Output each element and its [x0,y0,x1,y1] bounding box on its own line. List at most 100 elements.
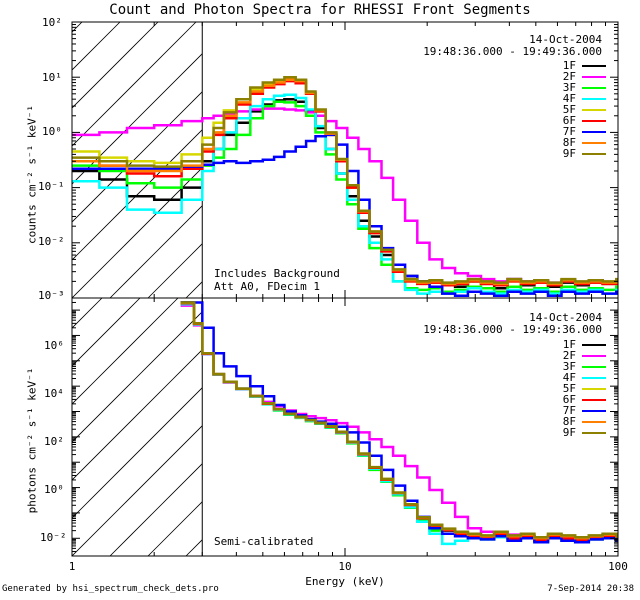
bottom-legend-entry: 3F [546,361,606,372]
top-y-tick-1e2: 10² [42,16,62,29]
bottom-hatch-line [109,463,203,556]
bottom-hatch-line [604,298,640,556]
bottom-y-axis-label: photons cm⁻² s⁻¹ keV⁻¹ [25,367,39,514]
bottom-hatch-line [72,425,203,556]
bottom-legend-swatch [582,421,606,423]
bottom-series-9F [180,301,618,539]
top-legend-swatch [582,120,606,122]
top-legend-label: 7F [562,125,576,138]
bottom-annotations: Semi-calibrated [214,535,313,548]
bottom-legend-label: 8F [562,415,576,428]
top-time-range: 19:48:36.000 - 19:49:36.000 [423,45,602,58]
bottom-legend-entry: 2F [546,350,606,361]
top-series-4F [72,93,618,295]
top-legend-label: 8F [562,136,576,149]
top-legend: 1F 2F 3F 4F 5F 6F 7F 8F 9F [546,60,606,159]
bottom-y-tick-1e0: 10⁰ [44,483,64,496]
bottom-legend-label: 4F [562,371,576,384]
top-hatch-line [262,22,538,298]
top-legend-entry: 1F [546,60,606,71]
top-panel-header: 14-Oct-2004 19:48:36.000 - 19:49:36.000 [423,34,602,58]
top-legend-label: 4F [562,92,576,105]
top-legend-entry: 7F [546,126,606,137]
bottom-legend-entry: 1F [546,339,606,350]
top-y-tick-1e-1: 10⁻¹ [38,180,65,193]
bottom-legend-label: 7F [562,404,576,417]
top-legend-entry: 9F [546,148,606,159]
top-legend-entry: 5F [546,104,606,115]
bottom-legend-swatch [582,432,606,434]
bottom-legend-label: 6F [562,393,576,406]
top-hatch-line [72,22,197,147]
bottom-legend-entry: 6F [546,394,606,405]
bottom-date: 14-Oct-2004 [529,311,602,324]
bottom-legend-entry: 4F [546,372,606,383]
top-series-7F [72,133,618,297]
top-legend-entry: 8F [546,137,606,148]
bottom-hatch-line [72,298,141,367]
top-y-tick-1e-2: 10⁻² [38,235,65,248]
top-hatch-line [72,129,203,261]
top-hatch-line [72,91,203,223]
top-hatch-line [72,53,203,185]
top-legend-swatch [582,153,606,155]
bottom-hatch-line [72,311,203,443]
footer-generator: Generated by hsi_spectrum_check_dets.pro [2,584,219,594]
bottom-series-7F [180,301,618,544]
bottom-legend-swatch [582,366,606,368]
bottom-legend-swatch [582,355,606,357]
bottom-legend: 1F 2F 3F 4F 5F 6F 7F 8F 9F [546,339,606,438]
bottom-hatch-line [0,298,26,556]
top-legend-label: 5F [562,103,576,116]
bottom-y-tick-1e-2: 10⁻² [40,531,67,544]
bottom-legend-entry: 7F [546,405,606,416]
top-legend-swatch [582,98,606,100]
bottom-y-tick-1e4: 10⁴ [44,387,64,400]
bottom-legend-label: 9F [562,426,576,439]
x-tick-label-1: 1 [68,560,76,573]
top-hatch-line [0,22,6,298]
top-y-tick-1e-3: 10⁻³ [38,289,65,302]
bottom-legend-label: 1F [562,338,576,351]
top-annotations: Includes Background Att A0, FDecim 1 [214,267,340,293]
top-legend-entry: 2F [546,71,606,82]
bottom-legend-label: 2F [562,349,576,362]
top-legend-entry: 3F [546,82,606,93]
bottom-legend-label: 5F [562,382,576,395]
bottom-hatch-line [185,539,203,556]
top-legend-label: 3F [562,81,576,94]
bottom-hatch-group [0,298,640,556]
top-hatch-line [604,22,640,298]
top-hatch-line [109,205,203,298]
top-series-9F [72,75,618,284]
top-legend-swatch [582,76,606,78]
top-legend-swatch [582,109,606,111]
bottom-hatch-line [414,298,640,556]
top-legend-entry: 6F [546,115,606,126]
bottom-legend-swatch [582,410,606,412]
bottom-hatch-line [147,501,203,556]
x-axis-label: Energy (keV) [305,575,385,588]
top-series-8F [72,78,618,286]
top-hatch-line [72,22,83,33]
top-legend-label: 2F [562,70,576,83]
bottom-hatch-line [72,298,179,405]
top-legend-label: 6F [562,114,576,127]
top-legend-label: 9F [562,147,576,160]
annotation-semi-calibrated: Semi-calibrated [214,535,314,548]
x-tick-label-10: 10 [338,560,352,573]
bottom-legend-entry: 9F [546,427,606,438]
bottom-time-range: 19:48:36.000 - 19:49:36.000 [423,323,602,336]
top-legend-swatch [582,131,606,133]
bottom-legend-entry: 8F [546,416,606,427]
top-hatch-line [72,22,159,109]
top-legend-entry: 4F [546,93,606,104]
top-hatch-line [72,167,203,298]
top-legend-swatch [582,87,606,89]
annotation-attenuator: Att A0, FDecim 1 [214,280,320,293]
top-y-tick-1e0: 10⁰ [42,125,62,138]
bottom-legend-swatch [582,399,606,401]
top-hatch-line [72,22,121,71]
